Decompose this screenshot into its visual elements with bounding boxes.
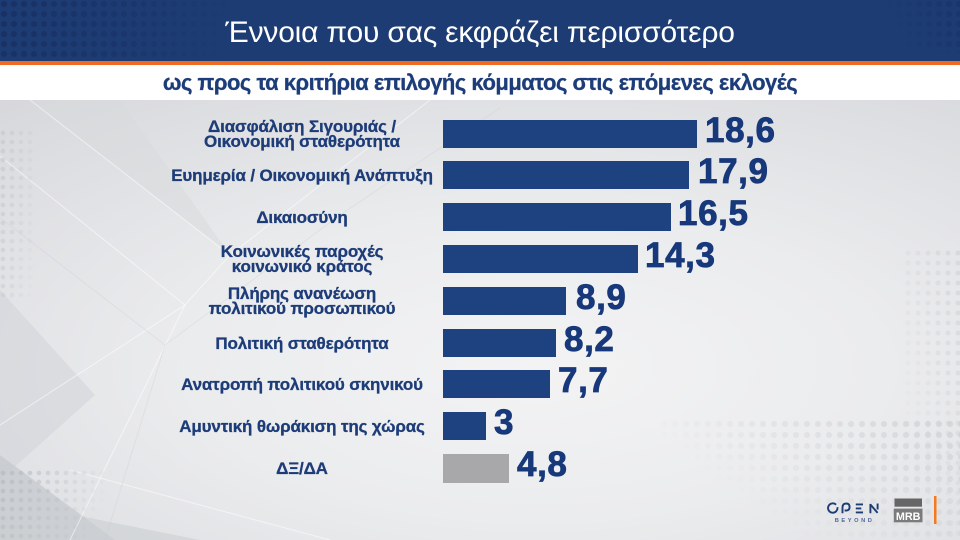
- svg-text:BEYOND: BEYOND: [835, 518, 875, 524]
- svg-text:MRB: MRB: [896, 511, 921, 523]
